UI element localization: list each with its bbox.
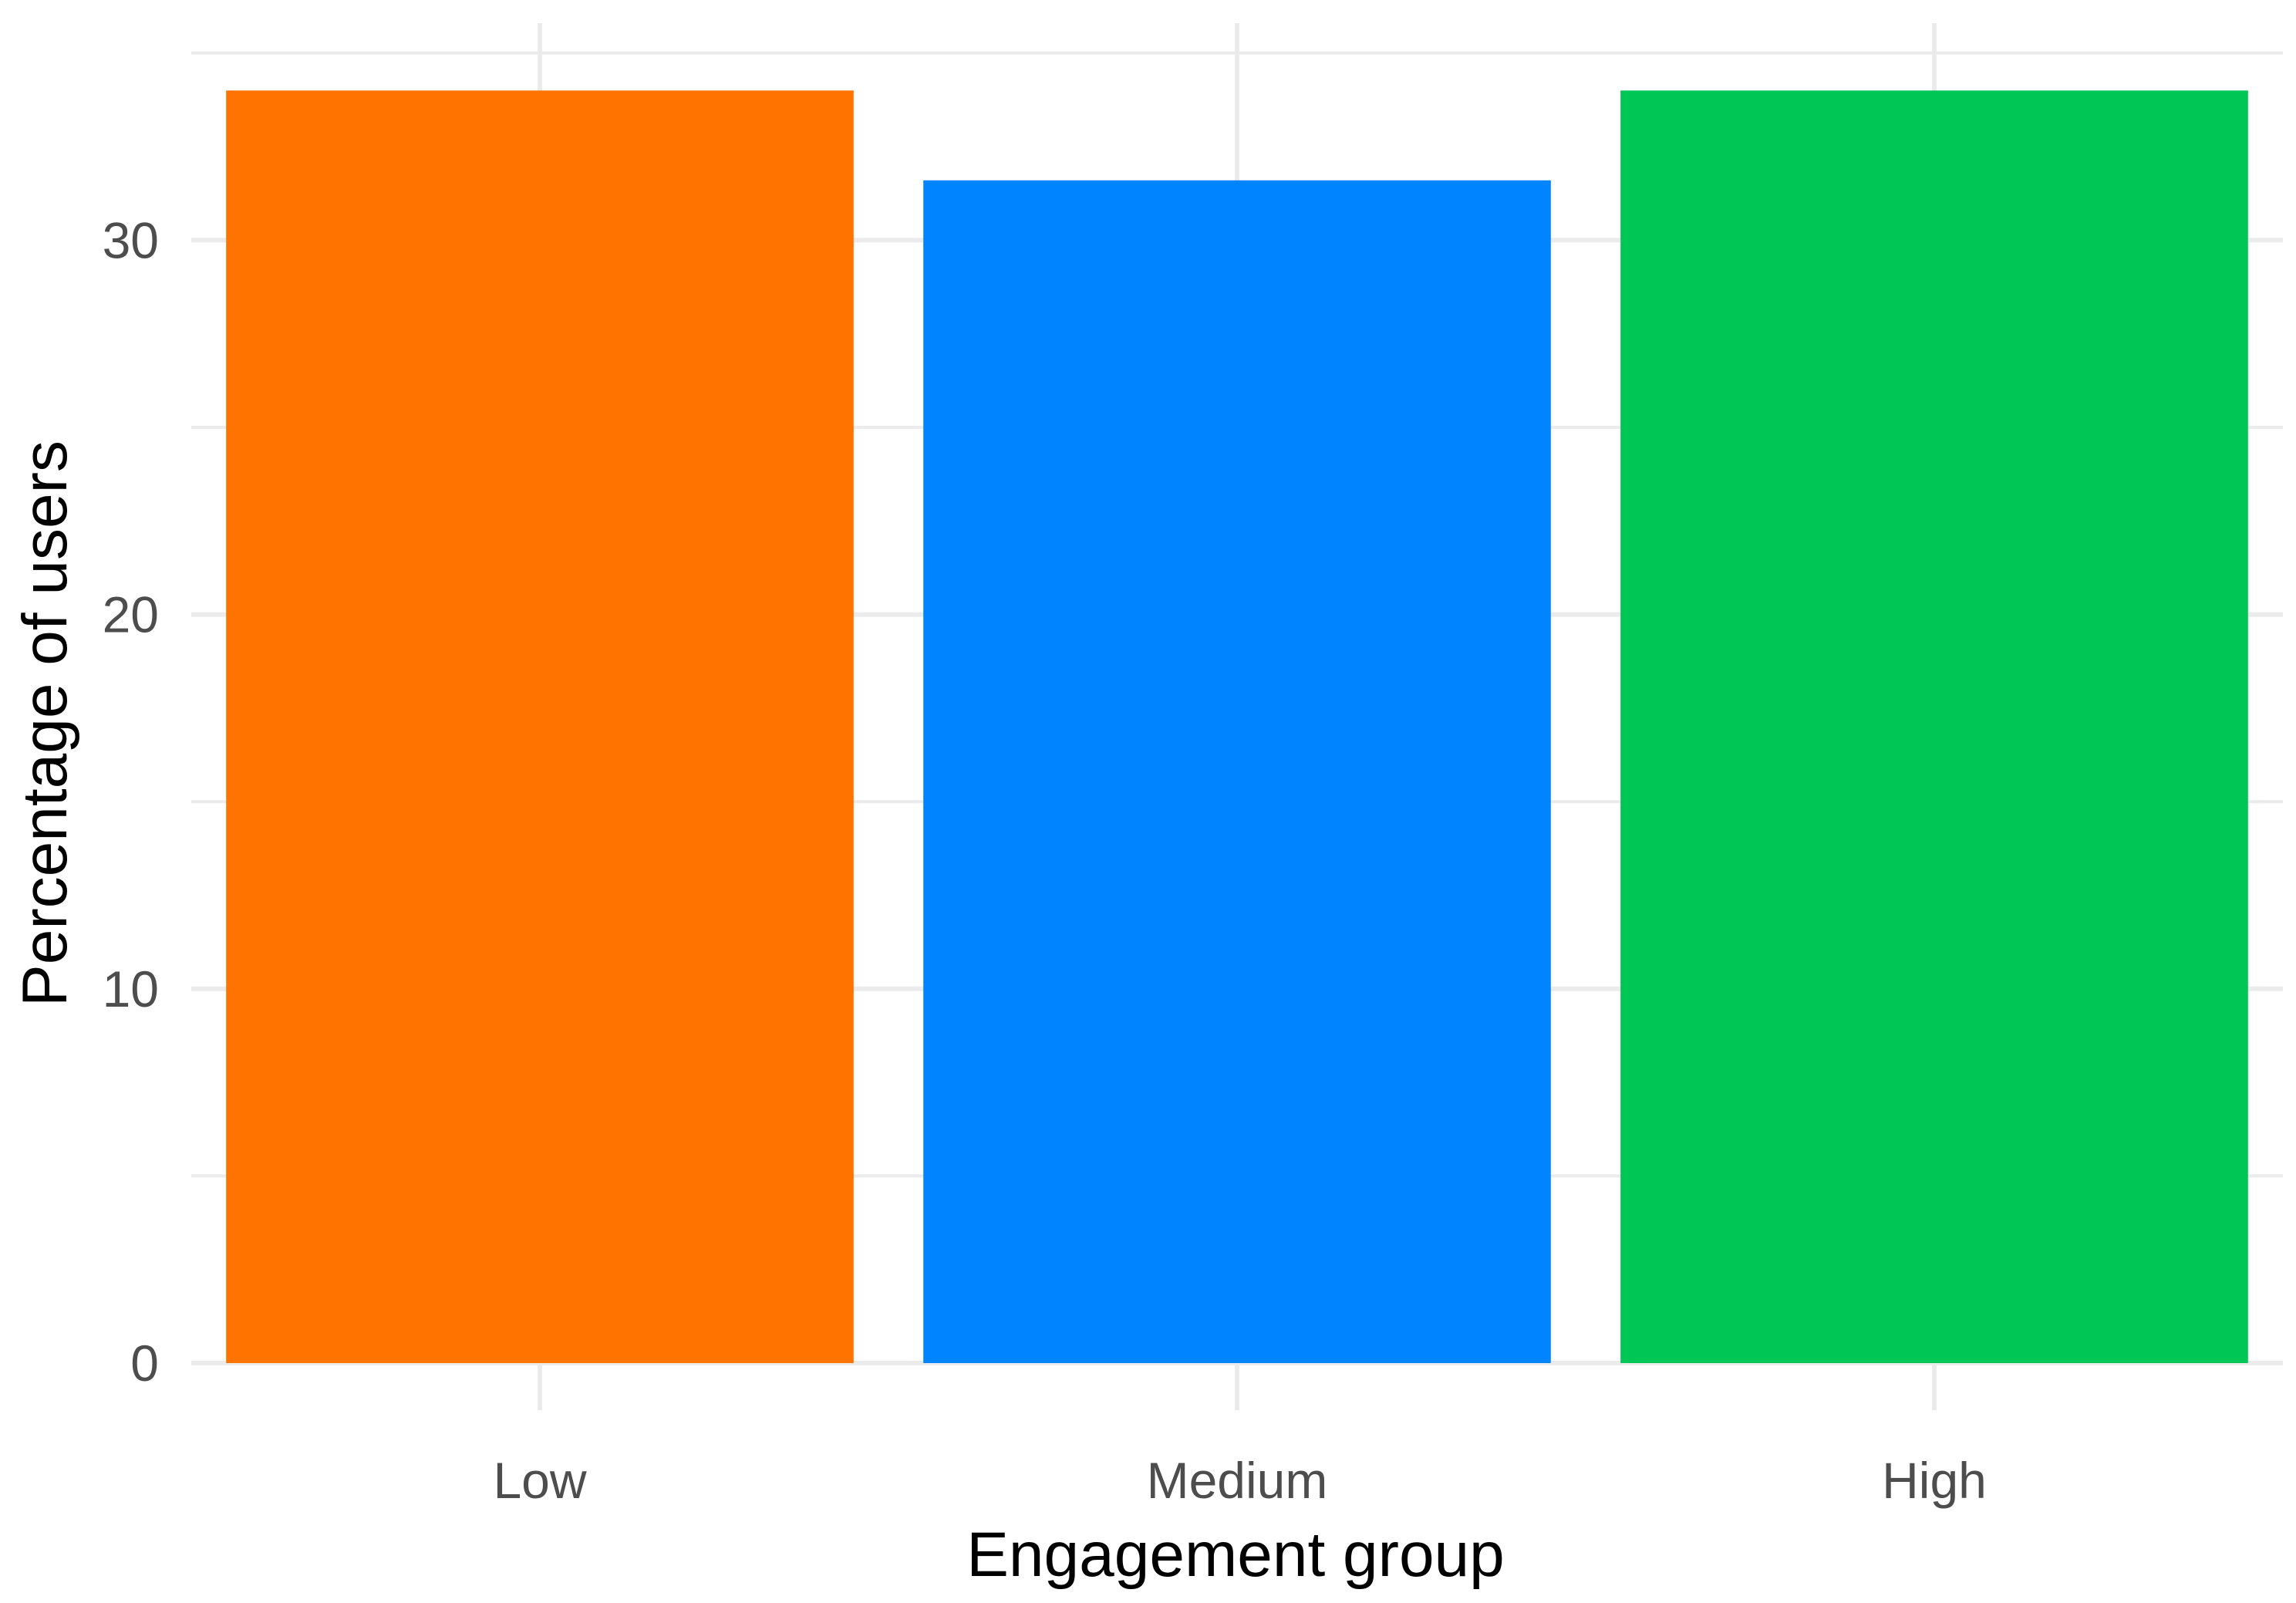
x-tick-label-low: Low bbox=[493, 1452, 586, 1509]
y-axis-title: Percentage of users bbox=[10, 440, 80, 1007]
y-tick-label: 30 bbox=[103, 211, 159, 268]
bar-medium bbox=[923, 180, 1551, 1363]
bars bbox=[226, 90, 2248, 1364]
y-tick-label: 20 bbox=[103, 586, 159, 643]
bar-low bbox=[226, 90, 854, 1364]
y-tick-label: 10 bbox=[103, 960, 159, 1017]
y-tick-label: 0 bbox=[130, 1335, 159, 1392]
x-axis-title: Engagement group bbox=[966, 1520, 1505, 1590]
x-tick-label-medium: Medium bbox=[1147, 1452, 1328, 1509]
x-tick-label-high: High bbox=[1882, 1452, 1987, 1509]
x-axis-ticks: Low Medium High bbox=[493, 1452, 1986, 1509]
bar-high bbox=[1620, 90, 2248, 1364]
y-axis-ticks: 0 10 20 30 bbox=[103, 211, 159, 1392]
